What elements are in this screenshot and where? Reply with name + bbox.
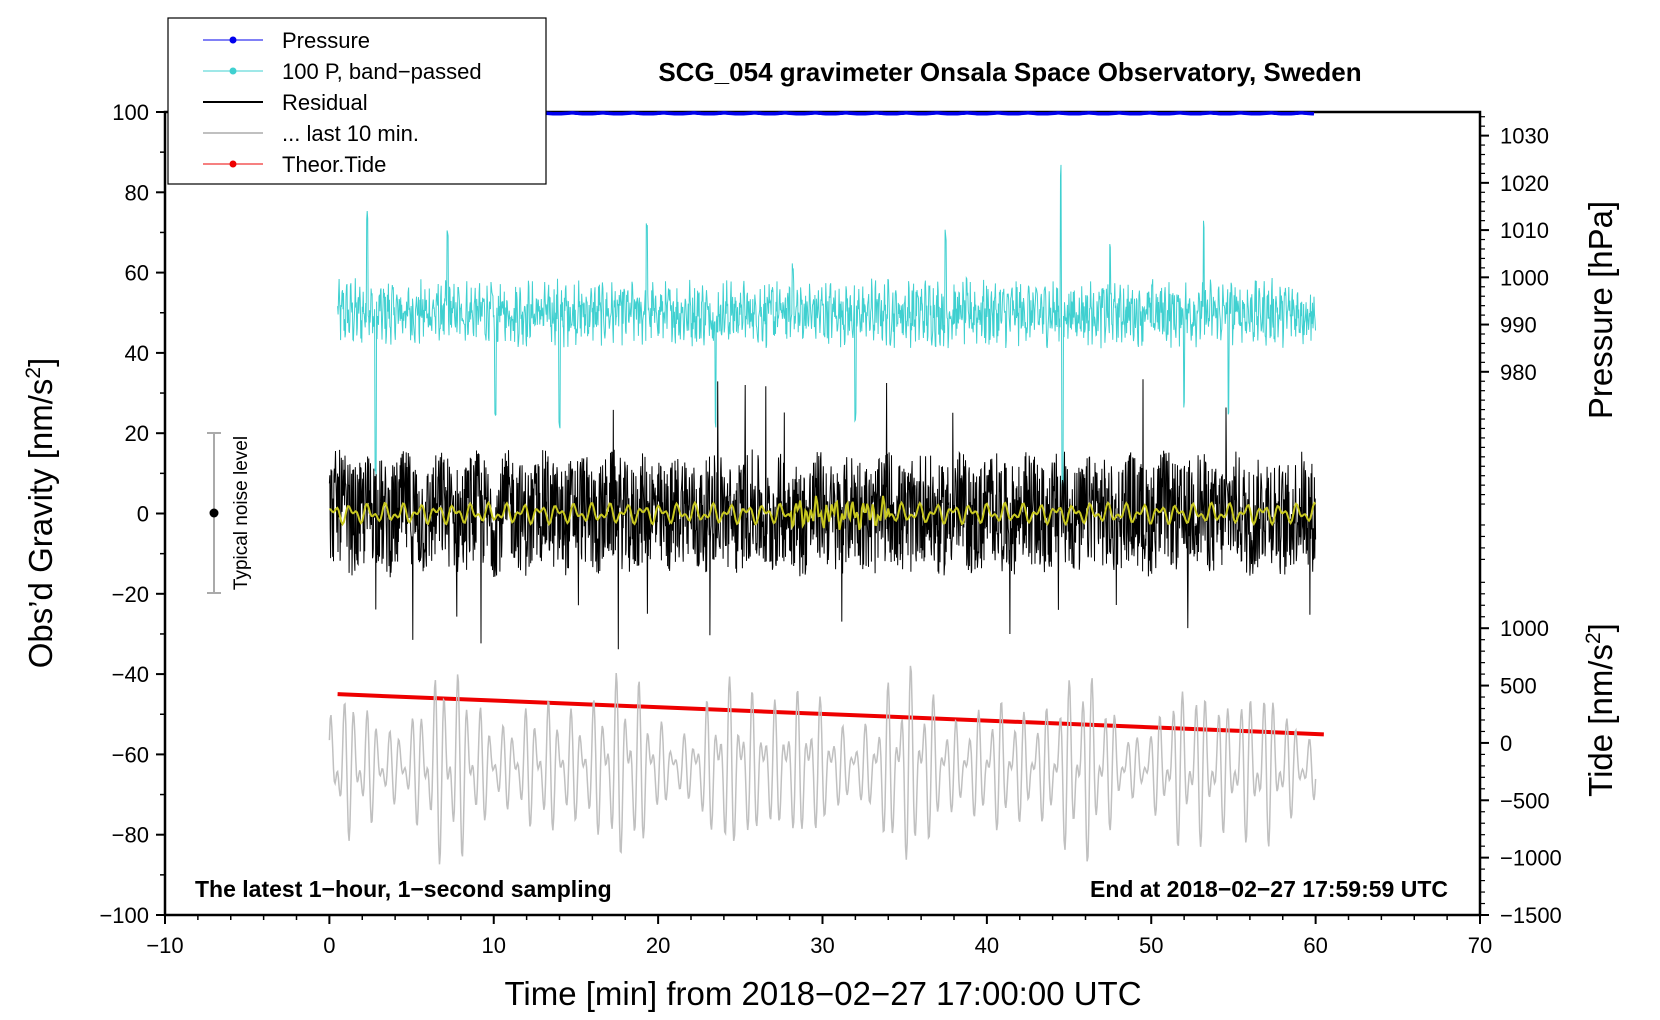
x-tick-label: 70 xyxy=(1468,933,1492,958)
x-tick-label: 40 xyxy=(975,933,999,958)
y-tick-label: −40 xyxy=(112,662,149,687)
x-tick-label: 10 xyxy=(482,933,506,958)
series-residual-line xyxy=(328,379,1317,650)
tide-tick-label: −1500 xyxy=(1500,903,1562,928)
pressure-axis-ticks: 980 990 1000 1010 1020 1030 xyxy=(1480,116,1549,505)
annotation-end-time: End at 2018−02−27 17:59:59 UTC xyxy=(1090,876,1448,902)
y-tick-label: 0 xyxy=(137,502,149,527)
noise-level-label: Typical noise level xyxy=(231,436,252,590)
y-tick-label: 20 xyxy=(125,421,149,446)
tide-tick-label: −500 xyxy=(1500,788,1550,813)
x-tick-label: 50 xyxy=(1139,933,1163,958)
x-tick-label: 20 xyxy=(646,933,670,958)
legend: Pressure 100 P, band−passed Residual ... la… xyxy=(167,17,547,185)
tide-tick-label: 500 xyxy=(1500,674,1537,699)
y-axis-label-gravity-text: Obs’d Gravity [nm/s xyxy=(22,379,59,669)
series-residual-smoothed-line xyxy=(329,495,1317,531)
chart-title: SCG_054 gravimeter Onsala Space Observat… xyxy=(658,57,1361,87)
y-axis-label-gravity: Obs’d Gravity [nm/s2] xyxy=(22,358,59,669)
annotation-sampling: The latest 1−hour, 1−second sampling xyxy=(195,876,612,902)
y-axis-label-tide-close: ] xyxy=(1582,623,1619,632)
x-tick-label: −10 xyxy=(146,933,183,958)
pressure-tick-label: 1010 xyxy=(1500,218,1549,243)
series-last-10-min-line xyxy=(328,665,1317,865)
pressure-tick-label: 990 xyxy=(1500,313,1537,338)
noise-level-indicator: Typical noise level xyxy=(207,432,252,594)
pressure-tick-label: 1000 xyxy=(1500,265,1549,290)
y-axis-label-tide-sup: 2 xyxy=(1582,632,1605,644)
x-tick-label: 60 xyxy=(1303,933,1327,958)
legend-swatch-marker xyxy=(229,160,237,168)
y-axis-ticks: −100 −80 −60 −40 −20 0 20 40 60 80 100 xyxy=(99,100,165,928)
y-axis-label-gravity-sup: 2 xyxy=(22,367,45,379)
legend-label: Residual xyxy=(282,90,368,115)
legend-swatch-marker xyxy=(229,67,237,75)
series-bandpassed-pressure-line xyxy=(337,164,1316,494)
legend-label: ... last 10 min. xyxy=(282,121,419,146)
tide-tick-label: 1000 xyxy=(1500,616,1549,641)
pressure-tick-label: 1020 xyxy=(1500,171,1549,196)
y-tick-label: 80 xyxy=(125,180,149,205)
tide-tick-label: 0 xyxy=(1500,731,1512,756)
x-axis-label: Time [min] from 2018−02−27 17:00:00 UTC xyxy=(504,975,1141,1012)
tide-axis-ticks: −1500 −1000 −500 0 500 1000 xyxy=(1480,524,1562,928)
legend-label: Theor.Tide xyxy=(282,152,386,177)
y-tick-label: −80 xyxy=(112,823,149,848)
noise-level-dot xyxy=(209,508,219,518)
y-tick-label: 40 xyxy=(125,341,149,366)
y-tick-label: −60 xyxy=(112,742,149,767)
legend-swatch-marker xyxy=(229,36,237,44)
pressure-tick-label: 1030 xyxy=(1500,124,1549,149)
x-tick-label: 0 xyxy=(323,933,335,958)
y-axis-label-tide-text: Tide [nm/s xyxy=(1582,644,1619,797)
y-tick-label: 60 xyxy=(125,261,149,286)
y-axis-label-pressure: Pressure [hPa] xyxy=(1582,201,1619,419)
y-axis-label-gravity-close: ] xyxy=(22,358,59,367)
x-axis-ticks: −10 0 10 20 30 40 50 60 70 xyxy=(146,915,1492,958)
legend-label: Pressure xyxy=(282,28,370,53)
y-tick-label: 100 xyxy=(112,100,149,125)
pressure-tick-label: 980 xyxy=(1500,360,1537,385)
y-tick-label: −100 xyxy=(99,903,149,928)
y-axis-label-tide: Tide [nm/s2] xyxy=(1582,623,1619,797)
y-tick-label: −20 xyxy=(112,582,149,607)
tide-tick-label: −1000 xyxy=(1500,846,1562,871)
legend-label: 100 P, band−passed xyxy=(282,59,482,84)
x-tick-label: 30 xyxy=(810,933,834,958)
